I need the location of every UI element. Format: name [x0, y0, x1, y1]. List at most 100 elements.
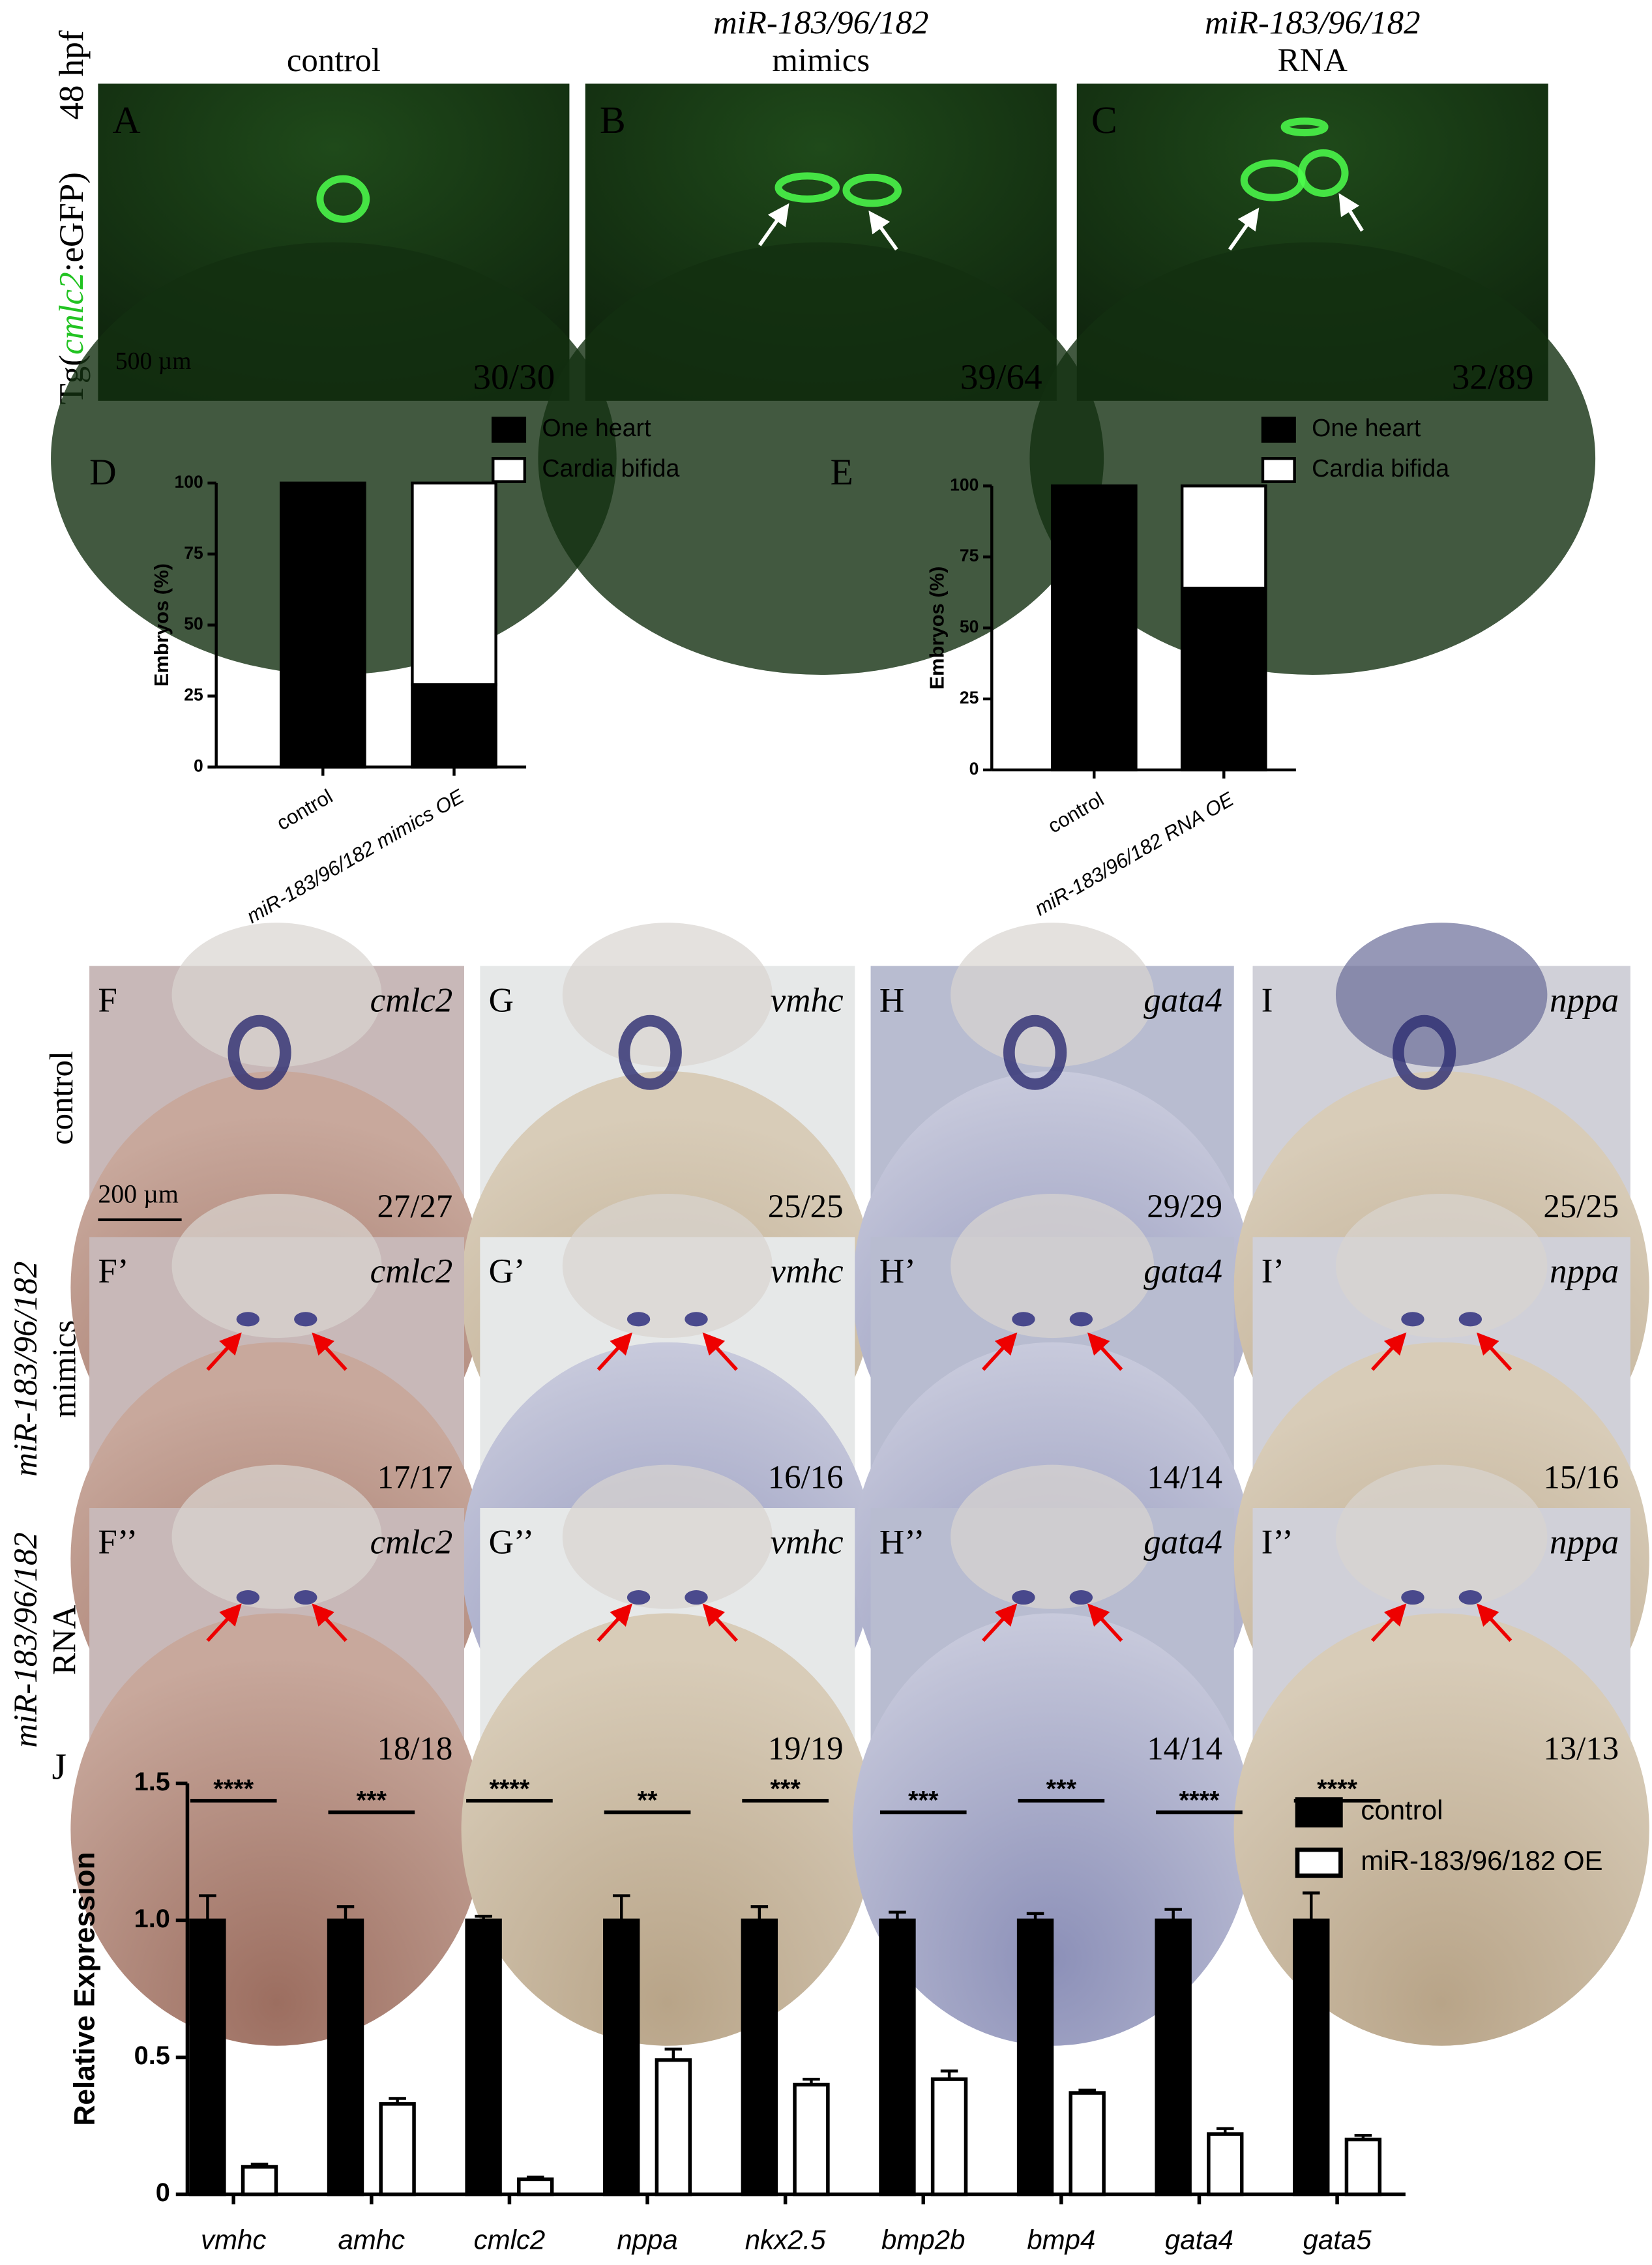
embryo-count: 14/14 — [1147, 1459, 1222, 1496]
gfp-heart — [1298, 149, 1349, 197]
embryo-count: 13/13 — [1543, 1730, 1619, 1766]
arrow — [1476, 1603, 1512, 1642]
significance-label: *** — [357, 1786, 387, 1815]
embryo-count: 30/30 — [473, 357, 555, 397]
column-header: miR-183/96/182 — [713, 5, 928, 41]
gfp-heart — [774, 172, 840, 203]
yolk — [852, 1613, 1252, 2046]
gene-label: vmhc — [771, 1524, 844, 1562]
head — [171, 1193, 382, 1339]
gene-label: cmlc2 — [370, 1524, 453, 1562]
heart-stain — [1401, 1312, 1424, 1327]
legend-swatch — [492, 457, 527, 483]
arrow — [1087, 1603, 1123, 1642]
bar — [1016, 1918, 1054, 2197]
bar — [879, 1918, 916, 2197]
y-tick-label: 0 — [969, 759, 979, 778]
bar — [1293, 1918, 1330, 2197]
y-tick-label: 100 — [950, 475, 979, 494]
arrow — [702, 1603, 738, 1642]
y-axis-label: Embryos (%) — [150, 563, 173, 687]
heart-stain — [1003, 1014, 1067, 1090]
heart-stain — [1392, 1014, 1456, 1090]
embryo-count: 16/16 — [768, 1459, 844, 1496]
bar — [930, 2077, 968, 2197]
x-tick-label: bmp2b — [881, 2225, 965, 2255]
heart-stain — [1458, 1590, 1482, 1605]
gfp-heart — [1280, 117, 1329, 137]
embryo-count: 14/14 — [1147, 1730, 1222, 1766]
significance-label: **** — [489, 1775, 529, 1803]
bar — [379, 2102, 416, 2197]
panel-letter: F — [98, 981, 117, 1019]
heart-stain — [685, 1312, 708, 1327]
gene-label: gata4 — [1143, 1524, 1222, 1562]
arrow — [1228, 207, 1260, 251]
arrow — [1087, 1332, 1123, 1371]
bar — [655, 2058, 692, 2197]
panel-letter: F’ — [98, 1252, 128, 1290]
legend-label: Cardia bifida — [542, 454, 679, 482]
legend-swatch — [1295, 1797, 1343, 1828]
x-tick-label: gata5 — [1303, 2225, 1372, 2255]
heart-stain — [236, 1312, 260, 1327]
embryo-count: 19/19 — [768, 1730, 844, 1766]
yolk — [1029, 242, 1596, 675]
x-tick-label: nkx2.5 — [745, 2225, 826, 2255]
gene-label: vmhc — [771, 981, 844, 1019]
arrow — [1370, 1603, 1407, 1642]
y-tick-label: 1.0 — [134, 1904, 170, 1933]
side-suffix: :eGFP) — [53, 172, 91, 272]
y-tick-label: 0.5 — [134, 2041, 170, 2070]
y-tick-label: 1.5 — [134, 1768, 170, 1796]
column-header: mimics — [772, 42, 870, 78]
legend-swatch — [1261, 457, 1296, 483]
embryo-count: 18/18 — [377, 1730, 452, 1766]
panel-letter: I’’ — [1261, 1524, 1293, 1562]
bar-segment — [1180, 586, 1267, 772]
heart-stain — [627, 1590, 651, 1605]
bar-segment — [411, 683, 497, 769]
bar — [465, 1918, 502, 2197]
panel-letter: F’’ — [98, 1524, 138, 1562]
side-gene: cmlc2 — [53, 272, 91, 355]
gene-label: nppa — [1550, 1252, 1619, 1290]
content: Tg(cmlc2:eGFP)48 hpfcontrolmiR-183/96/18… — [7, 5, 1649, 2255]
panel-letter: G’’ — [489, 1524, 535, 1562]
y-axis-label: Embryos (%) — [926, 567, 949, 690]
arrow — [597, 1332, 633, 1371]
arrow — [1338, 193, 1364, 232]
x-tick-label: nppa — [617, 2225, 677, 2255]
bar — [189, 1918, 226, 2197]
significance-label: *** — [908, 1786, 939, 1815]
panel-letter: H’’ — [879, 1524, 925, 1562]
embryo-count: 15/16 — [1543, 1459, 1619, 1496]
head — [562, 1464, 773, 1609]
panel-letter: I — [1261, 981, 1273, 1019]
bar — [1344, 2137, 1382, 2197]
y-tick-label: 50 — [960, 617, 979, 636]
y-tick-label: 25 — [184, 685, 203, 705]
bar — [241, 2165, 278, 2197]
head — [1335, 1193, 1548, 1339]
bar-segment — [1050, 484, 1138, 772]
head — [171, 923, 382, 1067]
arrow — [981, 1332, 1018, 1371]
bar — [603, 1918, 640, 2197]
heart-stain — [1069, 1312, 1093, 1327]
y-axis-label: Relative Expression — [68, 1852, 100, 2125]
head — [562, 923, 773, 1067]
head — [951, 1464, 1155, 1609]
arrow — [206, 1603, 242, 1642]
side-stage: 48 hpf — [53, 30, 91, 119]
heart-stain — [294, 1590, 317, 1605]
head — [171, 1464, 382, 1609]
gene-label: gata4 — [1143, 1252, 1222, 1290]
column-header: control — [287, 42, 381, 78]
heart-stain — [1401, 1590, 1424, 1605]
panel-letter: I’ — [1261, 1252, 1284, 1290]
gfp-heart — [316, 175, 370, 223]
y-tick-label: 100 — [175, 472, 203, 492]
